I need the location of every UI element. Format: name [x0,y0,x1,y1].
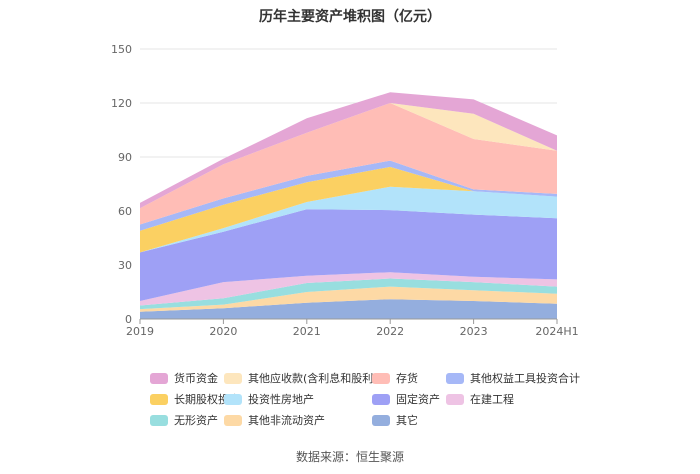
legend-swatch [150,414,168,426]
legend-item[interactable]: 货币资金 [150,370,218,386]
y-tick-label: 30 [118,259,132,272]
legend-swatch [372,414,390,426]
data-source-note: 数据来源：恒生聚源 [295,450,404,464]
legend-label: 投资性房地产 [248,393,314,406]
y-tick-label: 0 [125,313,132,326]
chart-title: 历年主要资产堆积图（亿元） [259,9,441,25]
legend-item[interactable]: 投资性房地产 [224,391,314,407]
legend-item[interactable]: 长期股权投资 [150,391,240,407]
legend-label: 存货 [396,372,418,385]
legend-swatch [446,393,464,405]
legend-item[interactable]: 无形资产 [150,412,218,428]
legend-label: 其它 [396,414,418,427]
area-series[interactable] [140,103,557,209]
legend-swatch [224,414,242,426]
y-tick-label: 150 [111,43,132,56]
y-tick-label: 60 [118,205,132,218]
area-series[interactable] [140,278,557,310]
area-series[interactable] [140,92,557,209]
area-series[interactable] [140,272,557,306]
x-tick-label: 2021 [293,325,321,338]
x-tick-label: 2024H1 [535,325,578,338]
legend-label: 其他应收款(含利息和股利) [248,372,378,385]
area-series[interactable] [140,286,557,312]
legend-label: 其他权益工具投资合计 [470,372,580,385]
legend-item[interactable]: 其他权益工具投资合计 [446,370,580,386]
legend-label: 其他非流动资产 [248,414,325,427]
x-tick-label: 2023 [460,325,488,338]
legend-swatch [150,372,168,384]
legend-item[interactable]: 其它 [372,412,418,428]
area-series[interactable] [140,166,557,253]
legend-item[interactable]: 在建工程 [446,391,514,407]
legend-label: 长期股权投资 [174,393,240,406]
area-series[interactable] [140,209,557,301]
area-series[interactable] [140,186,557,253]
legend-item[interactable]: 其他应收款(含利息和股利) [224,370,378,386]
legend-label: 货币资金 [174,372,218,385]
area-series[interactable] [140,299,557,319]
legend-item[interactable]: 其他非流动资产 [224,412,325,428]
legend-swatch [372,393,390,405]
legend-swatch [372,372,390,384]
area-series[interactable] [140,103,557,225]
legend-swatch [446,372,464,384]
x-tick-label: 2019 [126,325,154,338]
x-tick-label: 2020 [209,325,237,338]
legend-swatch [224,372,242,384]
legend-label: 无形资产 [174,414,218,427]
legend-item[interactable]: 固定资产 [372,391,440,407]
legend-swatch [224,393,242,405]
x-tick-label: 2022 [376,325,404,338]
y-tick-label: 120 [111,97,132,110]
y-tick-label: 90 [118,151,132,164]
legend-label: 在建工程 [470,393,514,406]
legend-label: 固定资产 [396,393,440,406]
legend-item[interactable]: 存货 [372,370,418,386]
legend-swatch [150,393,168,405]
